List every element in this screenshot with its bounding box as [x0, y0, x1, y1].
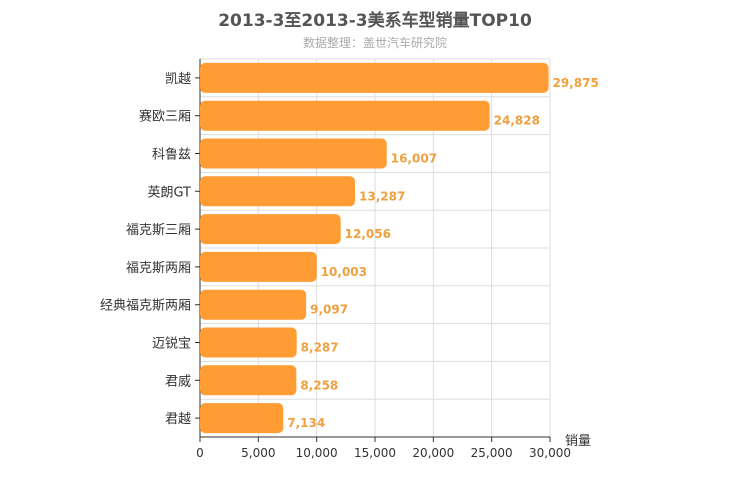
- x-tick-label: 5,000: [241, 446, 275, 460]
- bar[interactable]: [200, 289, 307, 320]
- category-label: 君威: [165, 374, 191, 389]
- category-label: 赛欧三厢: [139, 109, 191, 125]
- category-label: 迈锐宝: [152, 337, 191, 352]
- x-tick-label: 15,000: [354, 446, 396, 460]
- x-axis-label: 销量: [565, 434, 591, 449]
- bar[interactable]: [200, 176, 356, 207]
- x-tick-label: 30,000: [529, 446, 571, 460]
- category-label: 君越: [165, 412, 191, 427]
- data-label: 24,828: [494, 114, 540, 128]
- data-label: 10,003: [321, 265, 367, 279]
- data-label: 29,875: [553, 76, 599, 90]
- bar[interactable]: [200, 214, 341, 245]
- data-label: 7,134: [287, 416, 325, 430]
- category-label: 凯越: [165, 72, 191, 87]
- category-label: 科鲁兹: [152, 148, 191, 163]
- bar[interactable]: [200, 251, 317, 282]
- bar[interactable]: [200, 100, 490, 131]
- data-label: 8,258: [300, 378, 338, 392]
- bar[interactable]: [200, 62, 549, 93]
- data-label: 16,007: [391, 152, 437, 166]
- bar[interactable]: [200, 403, 284, 434]
- chart-title: 2013-3至2013-3美系车型销量TOP10: [218, 11, 532, 31]
- data-label: 9,097: [310, 303, 348, 317]
- x-tick-label: 25,000: [471, 446, 513, 460]
- bar[interactable]: [200, 327, 297, 358]
- chart-subtitle: 数据整理：盖世汽车研究院: [302, 36, 447, 50]
- category-label: 福克斯三厢: [126, 223, 191, 238]
- x-tick-label: 0: [196, 446, 204, 460]
- category-label: 经典福克斯两厢: [100, 299, 191, 314]
- data-label: 8,287: [301, 341, 339, 355]
- category-label: 福克斯两厢: [126, 261, 191, 276]
- x-tick-label: 10,000: [296, 446, 338, 460]
- category-label: 英朗GT: [147, 185, 191, 200]
- bar[interactable]: [200, 365, 297, 396]
- data-label: 13,287: [359, 189, 405, 203]
- x-tick-label: 20,000: [412, 446, 454, 460]
- data-label: 12,056: [345, 227, 391, 241]
- bar[interactable]: [200, 138, 387, 169]
